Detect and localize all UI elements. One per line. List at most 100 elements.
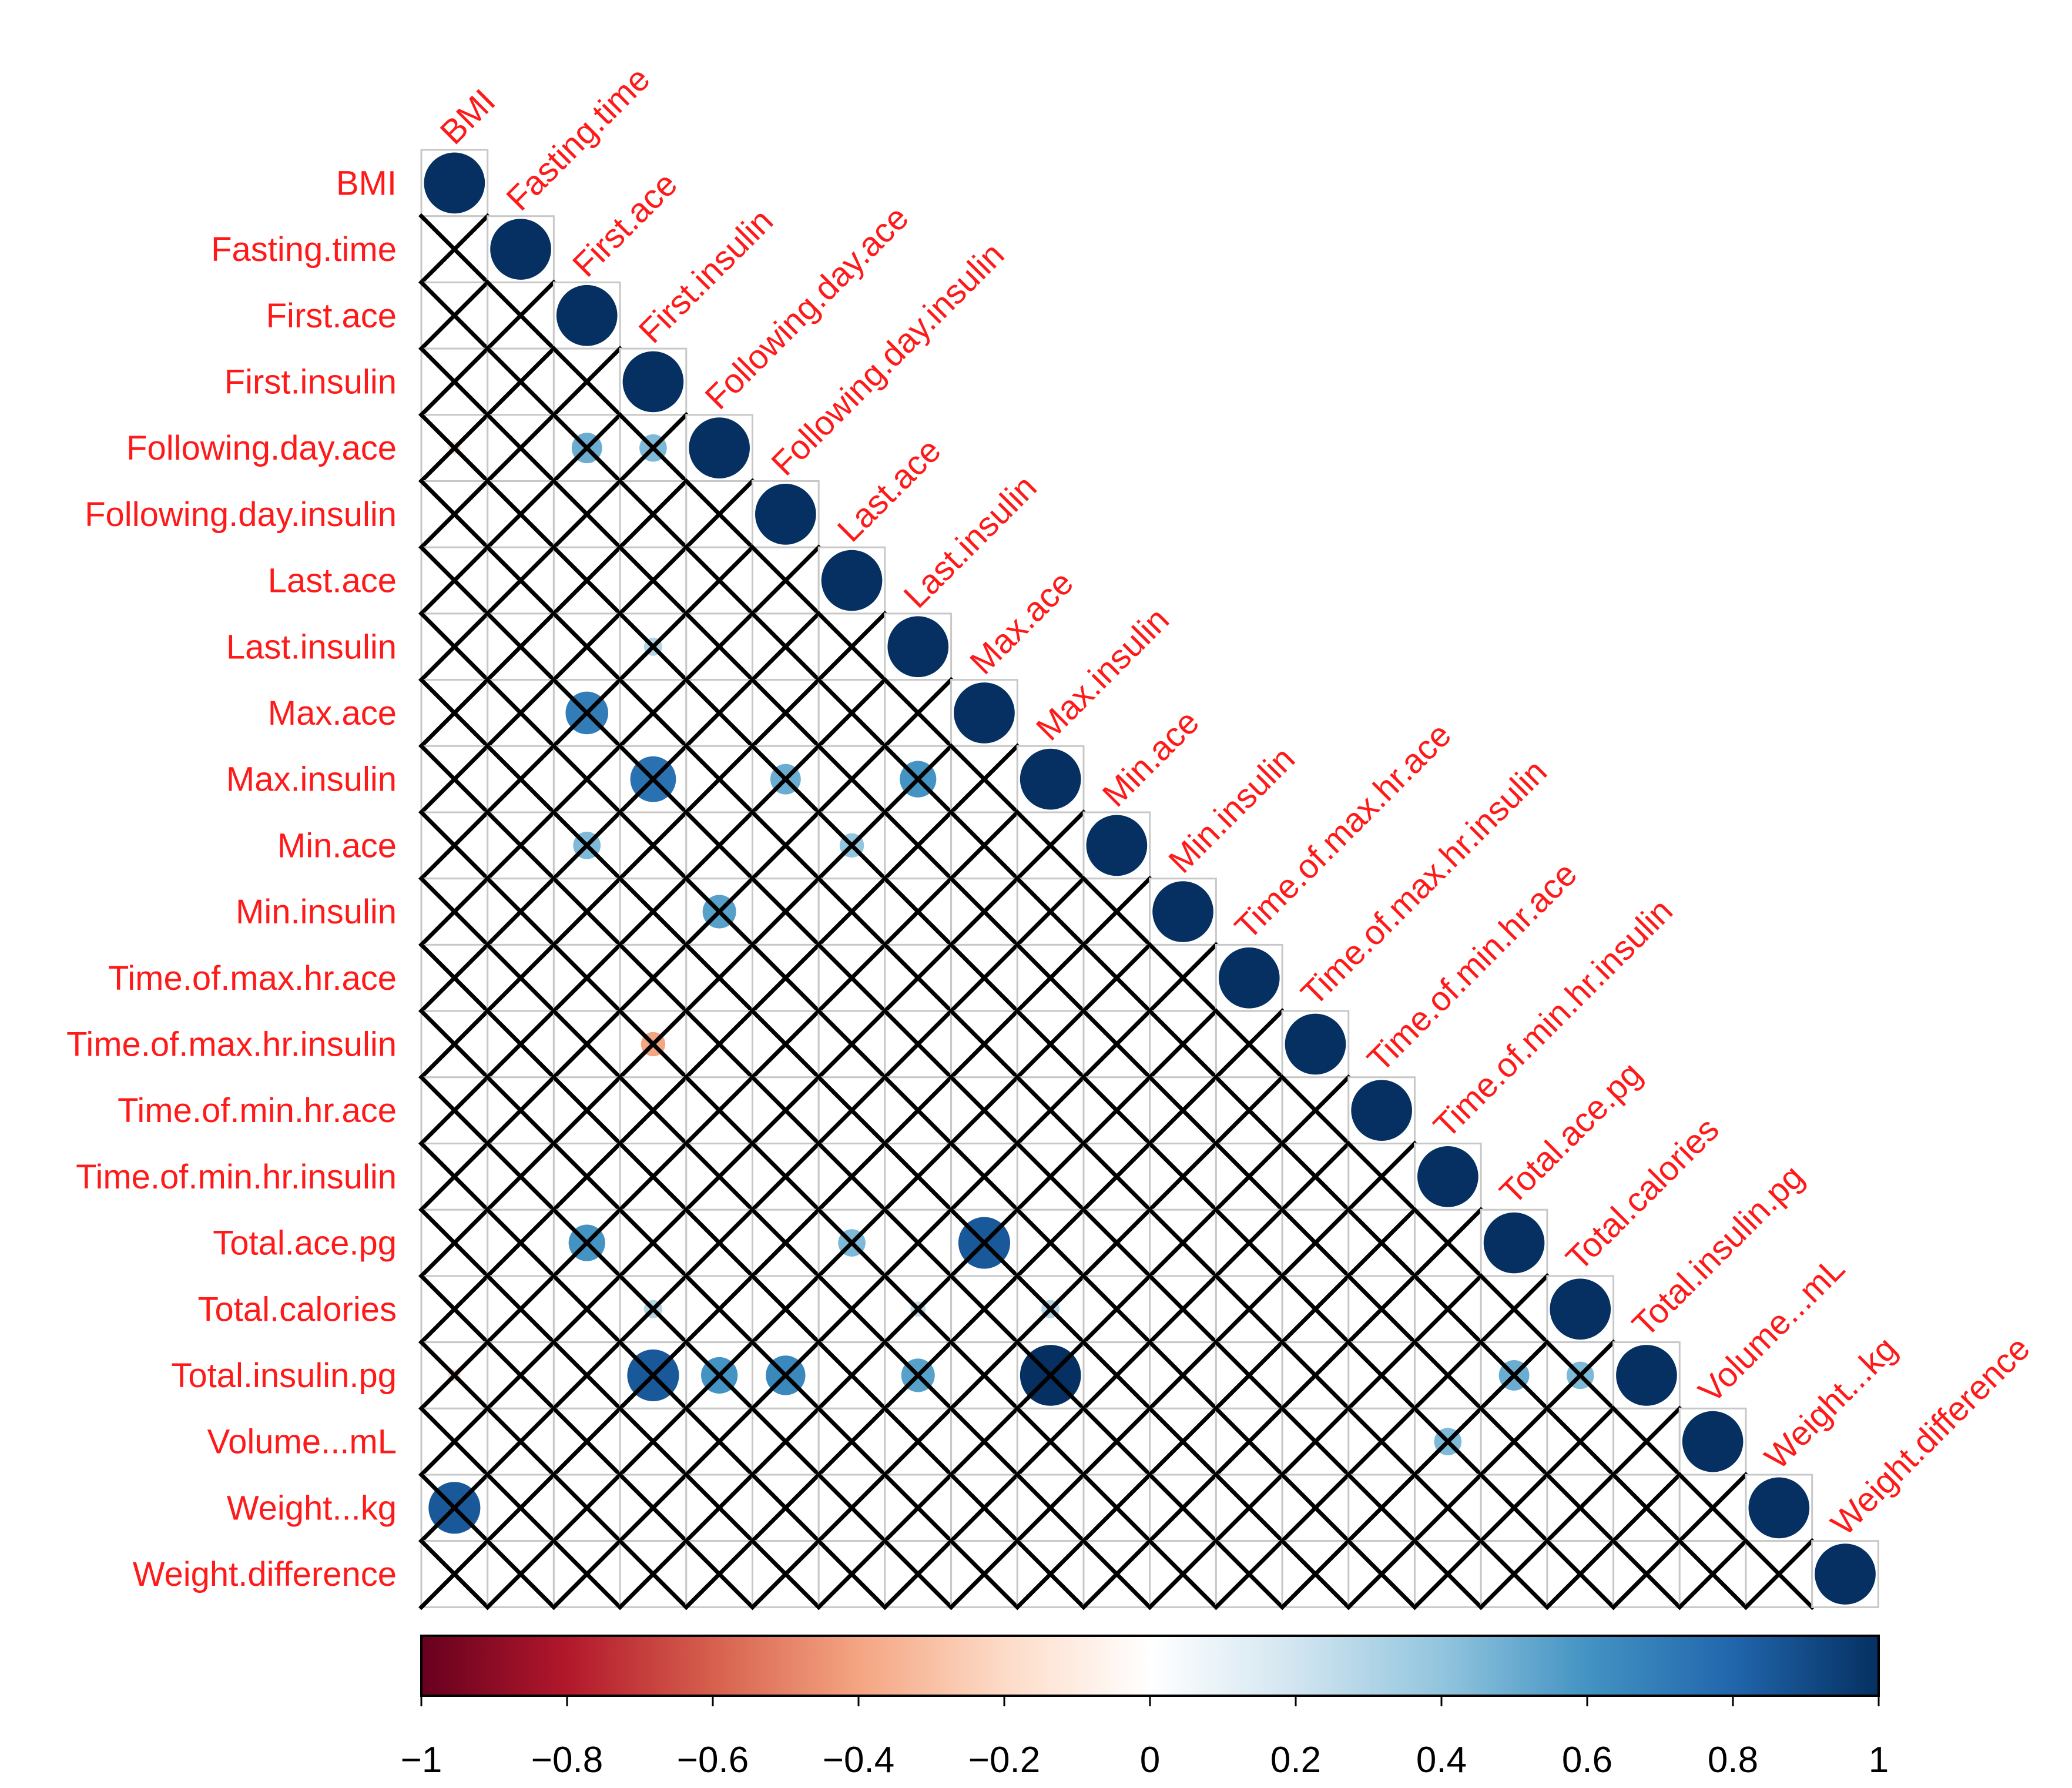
cell-Time.of.max.hr.ace-Max.insulin — [1014, 942, 1087, 1014]
insignificant-cross — [418, 1339, 491, 1412]
cell-Time.of.max.hr.ace-Following.day.ace — [683, 942, 756, 1014]
cell-Total.ace.pg-Fasting.time — [484, 1207, 557, 1279]
cell-Total.ace.pg-BMI — [418, 1207, 491, 1279]
insignificant-cross — [816, 875, 888, 948]
insignificant-cross — [418, 213, 491, 286]
corr-circle — [821, 550, 883, 611]
insignificant-cross — [418, 1074, 491, 1147]
cell-Time.of.min.hr.insulin-First.ace — [551, 1140, 623, 1213]
insignificant-cross — [1213, 1008, 1286, 1080]
cell-Time.of.min.hr.ace-First.insulin — [617, 1074, 689, 1147]
cell-Min.ace-Last.insulin — [881, 809, 954, 882]
insignificant-cross — [881, 1405, 954, 1478]
corr-circle — [1483, 1212, 1545, 1274]
insignificant-cross — [749, 942, 822, 1014]
column-label: Last.ace — [830, 431, 948, 549]
cell-Min.ace-Max.ace — [948, 809, 1021, 882]
cell-Time.of.max.hr.insulin-First.insulin — [617, 1008, 689, 1080]
insignificant-cross — [1146, 1207, 1219, 1279]
column-label: BMI — [433, 82, 503, 152]
color-legend-tick-label: 0.8 — [1708, 1740, 1758, 1780]
cell-Time.of.min.hr.ace-Time.of.min.hr.ace — [1347, 1076, 1416, 1145]
cell-Total.ace.pg-Time.of.max.hr.insulin — [1279, 1207, 1352, 1279]
insignificant-cross — [1279, 1472, 1352, 1544]
insignificant-cross — [551, 1207, 623, 1279]
insignificant-cross — [1478, 1405, 1550, 1478]
insignificant-cross — [1610, 1472, 1683, 1544]
cell-Weight...kg-Weight...kg — [1745, 1474, 1813, 1542]
cell-Last.ace-First.insulin — [617, 544, 689, 617]
column-label: First.ace — [565, 165, 685, 284]
cell-Time.of.max.hr.ace-Fasting.time — [484, 942, 557, 1014]
insignificant-cross — [484, 610, 557, 683]
insignificant-cross — [551, 1273, 623, 1345]
cell-Max.ace-Last.ace — [816, 677, 888, 749]
color-legend-tick-label: −0.6 — [677, 1740, 749, 1780]
insignificant-cross — [816, 1074, 888, 1147]
insignificant-cross — [484, 279, 557, 352]
cell-Total.calories-Time.of.min.hr.insulin — [1411, 1273, 1484, 1345]
insignificant-cross — [484, 1207, 557, 1279]
corr-circle — [1815, 1543, 1876, 1605]
cell-Volume...mL-Time.of.min.hr.insulin — [1411, 1405, 1484, 1478]
cell-Total.ace.pg-First.insulin — [617, 1207, 689, 1279]
insignificant-cross — [1345, 1538, 1418, 1610]
cell-Volume...mL-Min.insulin — [1146, 1405, 1219, 1478]
insignificant-cross — [418, 1273, 491, 1345]
cell-Min.ace-Fasting.time — [484, 809, 557, 882]
insignificant-cross — [749, 677, 822, 749]
row-label: Time.of.min.hr.ace — [118, 1091, 397, 1130]
cell-Time.of.max.hr.insulin-Max.ace — [948, 1008, 1021, 1080]
insignificant-cross — [749, 1405, 822, 1478]
cell-Last.insulin-Last.ace — [816, 610, 888, 683]
cell-Total.ace.pg-Time.of.max.hr.ace — [1213, 1207, 1286, 1279]
cell-Time.of.min.hr.insulin-Time.of.max.hr.ace — [1213, 1140, 1286, 1213]
insignificant-cross — [749, 544, 822, 617]
cell-Min.insulin-Last.insulin — [881, 875, 954, 948]
insignificant-cross — [484, 478, 557, 551]
cell-Volume...mL-Time.of.max.hr.insulin — [1279, 1405, 1352, 1478]
column-label: First.insulin — [632, 202, 780, 350]
insignificant-cross — [683, 1140, 756, 1213]
row-label: Min.ace — [277, 826, 397, 865]
insignificant-cross — [617, 1273, 689, 1345]
insignificant-cross — [551, 346, 623, 418]
cell-Volume...mL-BMI — [418, 1405, 491, 1478]
insignificant-cross — [551, 411, 623, 484]
cell-Total.insulin.pg-Total.ace.pg — [1478, 1339, 1550, 1412]
cell-Total.calories-BMI — [418, 1273, 491, 1345]
cell-Total.insulin.pg-Max.ace — [948, 1339, 1021, 1412]
corr-circle — [490, 219, 551, 280]
cell-Following.day.insulin-BMI — [418, 478, 491, 551]
corr-circle — [887, 616, 949, 678]
cell-Time.of.min.hr.insulin-Min.ace — [1081, 1140, 1153, 1213]
color-legend-tick-label: −1 — [401, 1740, 442, 1780]
insignificant-cross — [484, 1405, 557, 1478]
insignificant-cross — [1014, 1140, 1087, 1213]
insignificant-cross — [1345, 1207, 1418, 1279]
insignificant-cross — [1345, 1472, 1418, 1544]
column-label: Time.of.max.hr.ace — [1228, 715, 1459, 946]
cell-Time.of.max.hr.ace-Min.insulin — [1146, 942, 1219, 1014]
cell-Following.day.ace-First.insulin — [617, 411, 689, 484]
insignificant-cross — [816, 1472, 888, 1544]
cell-Min.insulin-Last.ace — [816, 875, 888, 948]
cell-Max.insulin-Following.day.insulin — [749, 743, 822, 815]
color-legend-tick-label: 0.6 — [1562, 1740, 1612, 1780]
cell-Time.of.min.hr.insulin-Time.of.max.hr.insulin — [1279, 1140, 1352, 1213]
insignificant-cross — [1014, 1339, 1087, 1412]
insignificant-cross — [749, 1207, 822, 1279]
cell-Last.insulin-Last.insulin — [884, 612, 953, 681]
cell-Total.insulin.pg-BMI — [418, 1339, 491, 1412]
color-legend-tick-label: −0.4 — [823, 1740, 894, 1780]
insignificant-cross — [1279, 1140, 1352, 1213]
corr-circle — [1218, 947, 1280, 1009]
insignificant-cross — [749, 610, 822, 683]
cell-Last.ace-Last.ace — [817, 546, 886, 615]
corr-circle — [1351, 1080, 1412, 1141]
cell-Time.of.max.hr.insulin-Following.day.insulin — [749, 1008, 822, 1080]
cell-Max.ace-Following.day.ace — [683, 677, 756, 749]
cell-Weight...kg-Last.insulin — [881, 1472, 954, 1544]
insignificant-cross — [418, 610, 491, 683]
cell-Time.of.max.hr.ace-Min.ace — [1081, 942, 1153, 1014]
